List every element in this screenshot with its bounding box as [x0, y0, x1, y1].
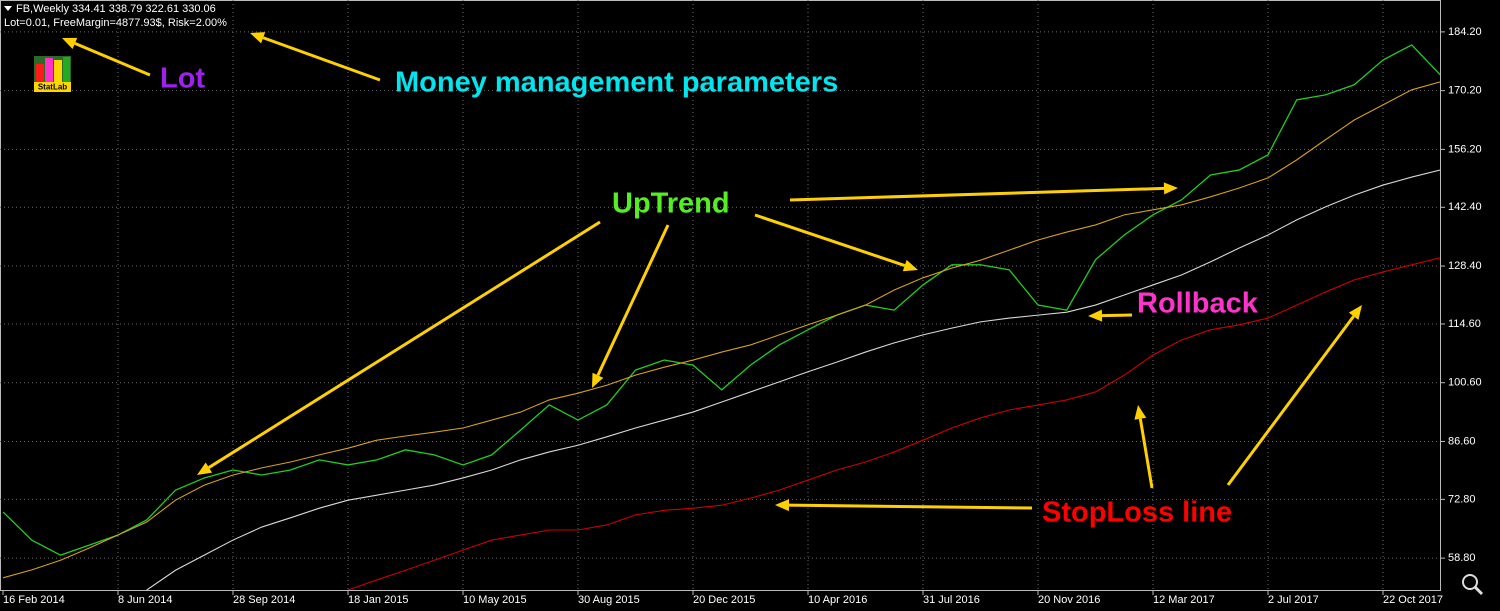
series-lines — [2, 44, 1440, 590]
annotation: UpTrend — [612, 188, 730, 220]
series-line — [2, 81, 1440, 579]
annotation: Money management parameters — [395, 67, 838, 99]
x-tick-label: 30 Aug 2015 — [578, 594, 640, 606]
logo-bar — [45, 58, 53, 82]
arrow-shaft — [74, 42, 151, 77]
x-tick-label: 31 Jul 2016 — [923, 594, 980, 606]
y-tick-label: 170.20 — [1448, 85, 1482, 97]
arrow-head — [250, 32, 266, 44]
arrow-head — [1348, 305, 1362, 320]
y-tick-label: 184.20 — [1448, 26, 1482, 38]
y-tick-label: 142.40 — [1448, 201, 1482, 213]
plot-frame — [0, 0, 1441, 591]
zoom-handle[interactable] — [1473, 585, 1484, 596]
y-tick-label: 156.20 — [1448, 143, 1482, 155]
arrow-shaft — [262, 36, 381, 82]
x-tick-label: 18 Jan 2015 — [348, 594, 409, 606]
annotations: Lot Money management parameters UpTrend Rol… — [62, 32, 1362, 529]
arrow-shaft — [789, 186, 1165, 202]
annotation: Rollback — [1137, 288, 1259, 320]
annotation: StopLoss line — [1042, 497, 1232, 529]
arrow-shaft — [754, 213, 906, 267]
x-tick-label: 12 Mar 2017 — [1153, 594, 1215, 606]
logo: StatLab — [34, 56, 71, 92]
arrow-shaft — [1226, 315, 1355, 486]
grid: 58.80 72.80 86.60 100.60 114.60 128.40 142.40 1… — [0, 0, 1482, 606]
x-tick-label: 2 Jul 2017 — [1268, 594, 1319, 606]
arrow-head — [197, 462, 213, 475]
x-tick-label: 10 May 2015 — [463, 594, 527, 606]
arrow-shaft — [1138, 418, 1154, 489]
arrow-shaft — [788, 503, 1033, 510]
x-tick-label: 8 Jun 2014 — [118, 594, 172, 606]
arrow-head — [62, 37, 78, 49]
arrow-shaft — [596, 224, 670, 376]
money-line: Lot=0.01, FreeMargin=4877.93$, Risk=2.00… — [4, 17, 227, 29]
y-tick-label: 100.60 — [1448, 377, 1482, 389]
arrow-head — [592, 372, 604, 388]
x-tick-label: 22 Oct 2017 — [1383, 594, 1443, 606]
y-tick-label: 86.60 — [1448, 435, 1476, 447]
logo-label: StatLab — [38, 83, 67, 92]
arrow-head — [902, 259, 918, 272]
zoom-lens[interactable] — [1462, 574, 1478, 590]
series-line — [2, 44, 1440, 556]
y-tick-label: 58.80 — [1448, 552, 1476, 564]
series-line — [347, 257, 1440, 590]
menu-triangle[interactable] — [4, 6, 12, 11]
zoom-button[interactable] — [1455, 570, 1489, 600]
arrow-shaft — [1101, 313, 1133, 318]
annotation: Lot — [160, 63, 205, 95]
x-tick-label: 28 Sep 2014 — [233, 594, 295, 606]
arrow-shaft — [208, 220, 601, 469]
y-tick-label: 72.80 — [1448, 493, 1476, 505]
arrow-head — [1134, 405, 1147, 420]
symbol-line: FB,Weekly 334.41 338.79 322.61 330.06 — [16, 3, 216, 15]
x-tick-label: 20 Dec 2015 — [693, 594, 755, 606]
arrow-head — [1163, 182, 1178, 195]
y-tick-label: 114.60 — [1448, 318, 1481, 330]
arrow-head — [775, 499, 790, 512]
logo-bar — [63, 57, 70, 82]
series-line — [146, 169, 1440, 590]
logo-bar — [36, 64, 44, 82]
x-tick-label: 16 Feb 2014 — [3, 594, 65, 606]
x-tick-label: 20 Nov 2016 — [1038, 594, 1100, 606]
logo-bar — [54, 60, 62, 82]
y-tick-label: 128.40 — [1448, 260, 1482, 272]
arrow-head — [1088, 309, 1103, 322]
logo-label-box — [34, 82, 71, 92]
x-tick-label: 10 Apr 2016 — [808, 594, 867, 606]
